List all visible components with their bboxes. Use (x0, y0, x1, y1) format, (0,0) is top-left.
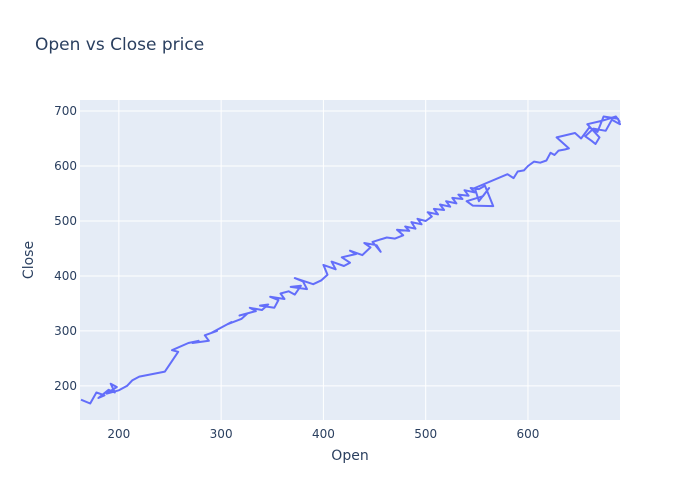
x-tick-label: 400 (312, 427, 335, 441)
y-tick-label: 600 (54, 159, 77, 173)
x-axis-title: Open (331, 448, 368, 464)
x-axis-ticks: 200 300 400 500 600 (107, 427, 539, 441)
y-tick-label: 700 (54, 104, 77, 118)
y-tick-label: 500 (54, 214, 77, 228)
x-tick-label: 300 (210, 427, 233, 441)
series-layer (80, 115, 621, 405)
x-tick-label: 500 (414, 427, 437, 441)
y-tick-label: 400 (54, 269, 77, 283)
series-line-0 (80, 115, 621, 405)
plot-background (80, 100, 620, 420)
y-axis-ticks: 200 300 400 500 600 700 (54, 104, 77, 393)
y-axis-title: Close (21, 241, 37, 279)
x-tick-label: 600 (517, 427, 540, 441)
chart-title: Open vs Close price (35, 35, 204, 55)
y-tick-label: 200 (54, 379, 77, 393)
gridlines (80, 100, 620, 420)
y-tick-label: 300 (54, 324, 77, 338)
x-tick-label: 200 (107, 427, 130, 441)
